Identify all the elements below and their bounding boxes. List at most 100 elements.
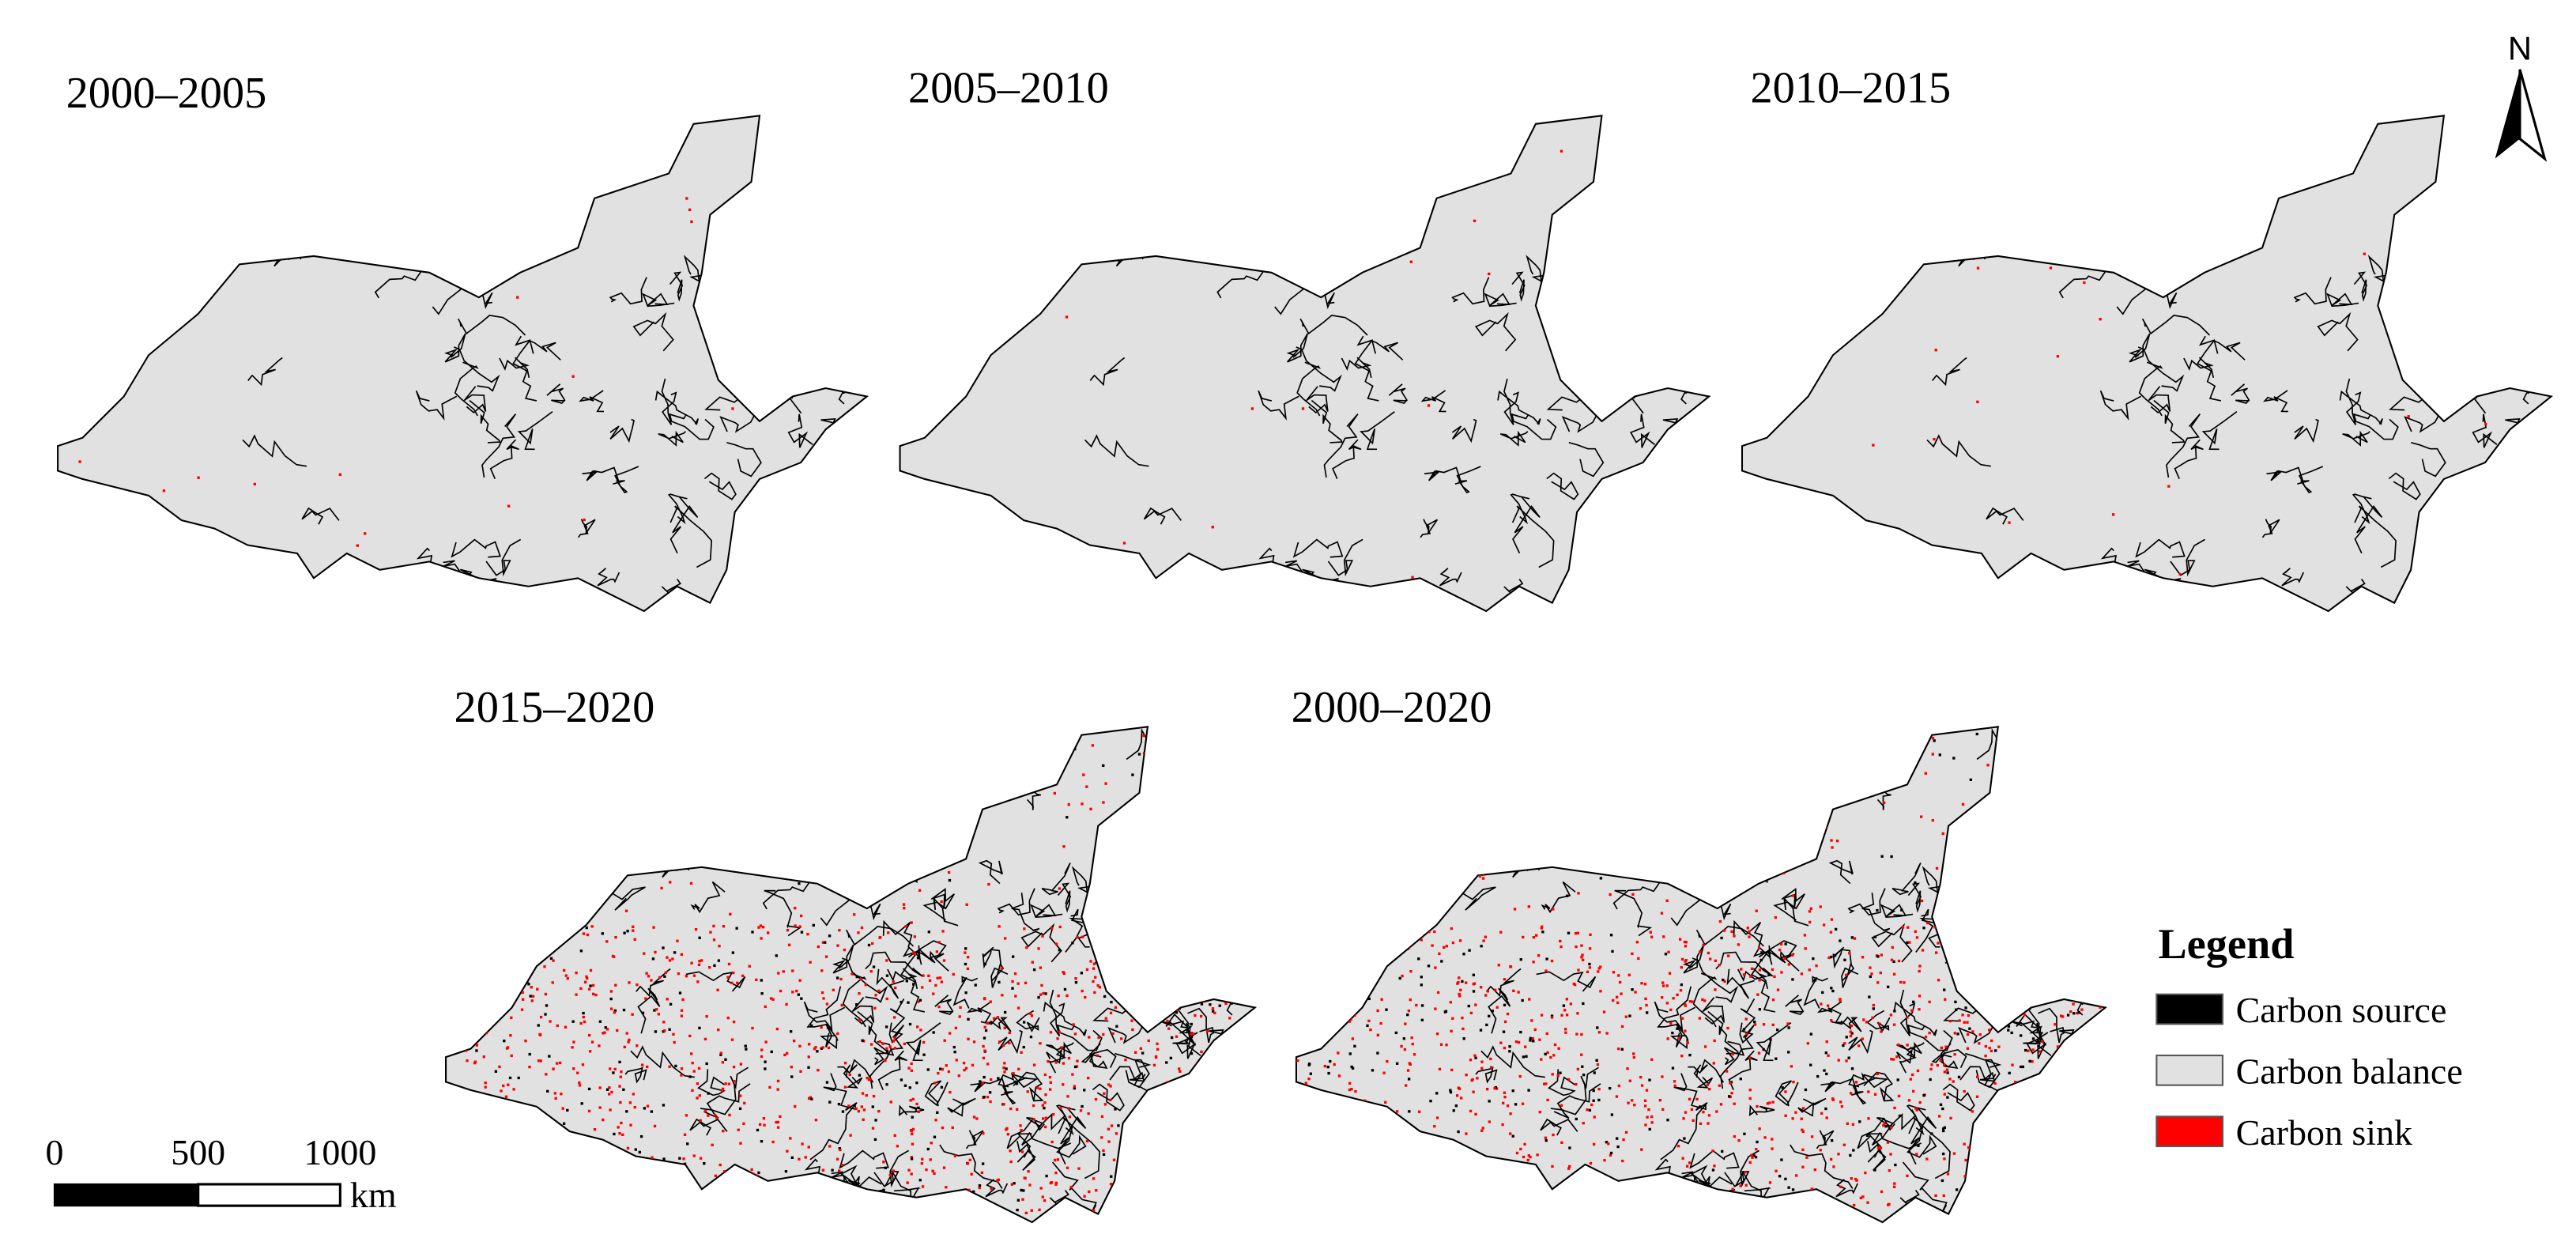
source-pixel xyxy=(1244,938,1247,941)
sink-pixel xyxy=(1051,1112,1055,1116)
sink-pixel xyxy=(1851,1123,1855,1127)
source-pixel xyxy=(641,1011,645,1015)
source-pixel xyxy=(1941,1127,1945,1131)
boundary-line xyxy=(1026,1109,1066,1131)
boundary-line xyxy=(1669,1023,1689,1050)
source-pixel xyxy=(1778,1175,1782,1178)
sink-pixel xyxy=(127,374,130,377)
sink-pixel xyxy=(1729,741,1733,744)
sink-pixel xyxy=(688,1034,692,1038)
sink-pixel xyxy=(1880,953,1883,957)
sink-pixel xyxy=(1394,1138,1397,1142)
sink-pixel xyxy=(1059,1106,1062,1110)
sink-pixel xyxy=(934,983,937,987)
sink-pixel xyxy=(1620,814,1624,817)
sink-pixel xyxy=(741,801,745,805)
sink-pixel xyxy=(1243,1043,1247,1046)
sink-pixel xyxy=(469,1138,472,1142)
sink-pixel xyxy=(1483,1194,1487,1197)
sink-pixel xyxy=(1918,964,1922,968)
sink-pixel xyxy=(1326,810,1330,813)
sink-pixel xyxy=(960,738,964,741)
sink-pixel xyxy=(2080,1008,2084,1011)
sink-pixel xyxy=(1369,1198,1373,1202)
sink-pixel xyxy=(1688,1161,1692,1165)
sink-pixel xyxy=(1044,1116,1048,1119)
sink-pixel xyxy=(1933,926,1937,929)
sink-pixel xyxy=(1435,1116,1439,1119)
source-pixel xyxy=(558,1191,561,1195)
sink-pixel xyxy=(2442,594,2446,598)
sink-pixel xyxy=(817,945,820,949)
sink-pixel xyxy=(1094,1097,1098,1101)
sink-pixel xyxy=(871,767,874,771)
sink-pixel xyxy=(748,964,751,968)
source-pixel xyxy=(2004,1014,2007,1017)
boundary-line xyxy=(1866,1141,1887,1172)
sink-pixel xyxy=(1970,1212,1973,1216)
sink-pixel xyxy=(446,1010,449,1014)
sink-pixel xyxy=(1553,1043,1557,1047)
sink-pixel xyxy=(1107,1127,1111,1131)
sink-pixel xyxy=(1480,1129,1484,1132)
sink-pixel xyxy=(447,867,451,871)
sink-pixel xyxy=(1778,948,1782,952)
sink-pixel xyxy=(1544,1082,1548,1085)
sink-pixel xyxy=(564,1025,568,1029)
boundary-line xyxy=(616,727,658,783)
sink-pixel xyxy=(516,296,519,299)
sink-pixel xyxy=(1058,1221,1061,1223)
source-pixel xyxy=(1371,1069,1375,1072)
sink-pixel xyxy=(1420,938,1423,942)
boundary-line xyxy=(801,1180,837,1200)
sink-pixel xyxy=(1733,1134,1737,1138)
boundary-line xyxy=(1056,1125,1087,1158)
sink-pixel xyxy=(1113,1191,1116,1195)
source-pixel xyxy=(835,976,839,980)
source-pixel xyxy=(1997,975,2000,978)
sink-pixel xyxy=(613,1067,617,1071)
sink-pixel xyxy=(1645,1003,1648,1007)
sink-pixel xyxy=(628,1209,631,1212)
sink-pixel xyxy=(1341,1144,1345,1147)
sink-pixel xyxy=(1406,1187,1410,1191)
sink-pixel xyxy=(487,797,491,801)
sink-pixel xyxy=(469,825,473,829)
sink-pixel xyxy=(716,988,719,991)
sink-pixel xyxy=(612,813,615,817)
sink-pixel xyxy=(605,940,609,943)
sink-pixel xyxy=(1155,1096,1159,1100)
sink-pixel xyxy=(1683,1208,1686,1211)
boundary-line xyxy=(1664,296,1692,321)
sink-pixel xyxy=(1506,1104,1510,1108)
sink-pixel xyxy=(1312,1012,1315,1015)
sink-pixel xyxy=(1839,1185,1842,1188)
sink-pixel xyxy=(910,921,913,924)
sink-pixel xyxy=(1631,893,1635,897)
sink-pixel xyxy=(1253,1057,1255,1060)
sink-pixel xyxy=(1762,845,1766,849)
source-pixel xyxy=(678,1157,681,1160)
sink-pixel xyxy=(1748,1097,1752,1100)
sink-pixel xyxy=(1195,1204,1198,1207)
source-pixel xyxy=(589,984,592,987)
sink-pixel xyxy=(1322,779,1326,782)
sink-pixel xyxy=(839,977,843,981)
source-pixel xyxy=(2064,1058,2068,1062)
source-pixel xyxy=(2094,1174,2097,1177)
scale-segment xyxy=(53,1183,199,1207)
boundary-line xyxy=(454,361,479,417)
source-pixel xyxy=(1825,1072,1828,1076)
source-pixel xyxy=(2041,1093,2045,1096)
sink-pixel xyxy=(1112,1158,1116,1161)
source-pixel xyxy=(1631,988,1634,991)
sink-pixel xyxy=(1385,1176,1389,1180)
boundary-line xyxy=(534,780,578,836)
source-pixel xyxy=(1616,1145,1620,1149)
source-pixel xyxy=(2007,927,2010,930)
sink-pixel xyxy=(1234,1113,1237,1116)
source-pixel xyxy=(1186,1105,1190,1109)
sink-pixel xyxy=(507,504,511,508)
sink-pixel xyxy=(1748,935,1751,938)
sink-pixel xyxy=(1892,745,1896,748)
